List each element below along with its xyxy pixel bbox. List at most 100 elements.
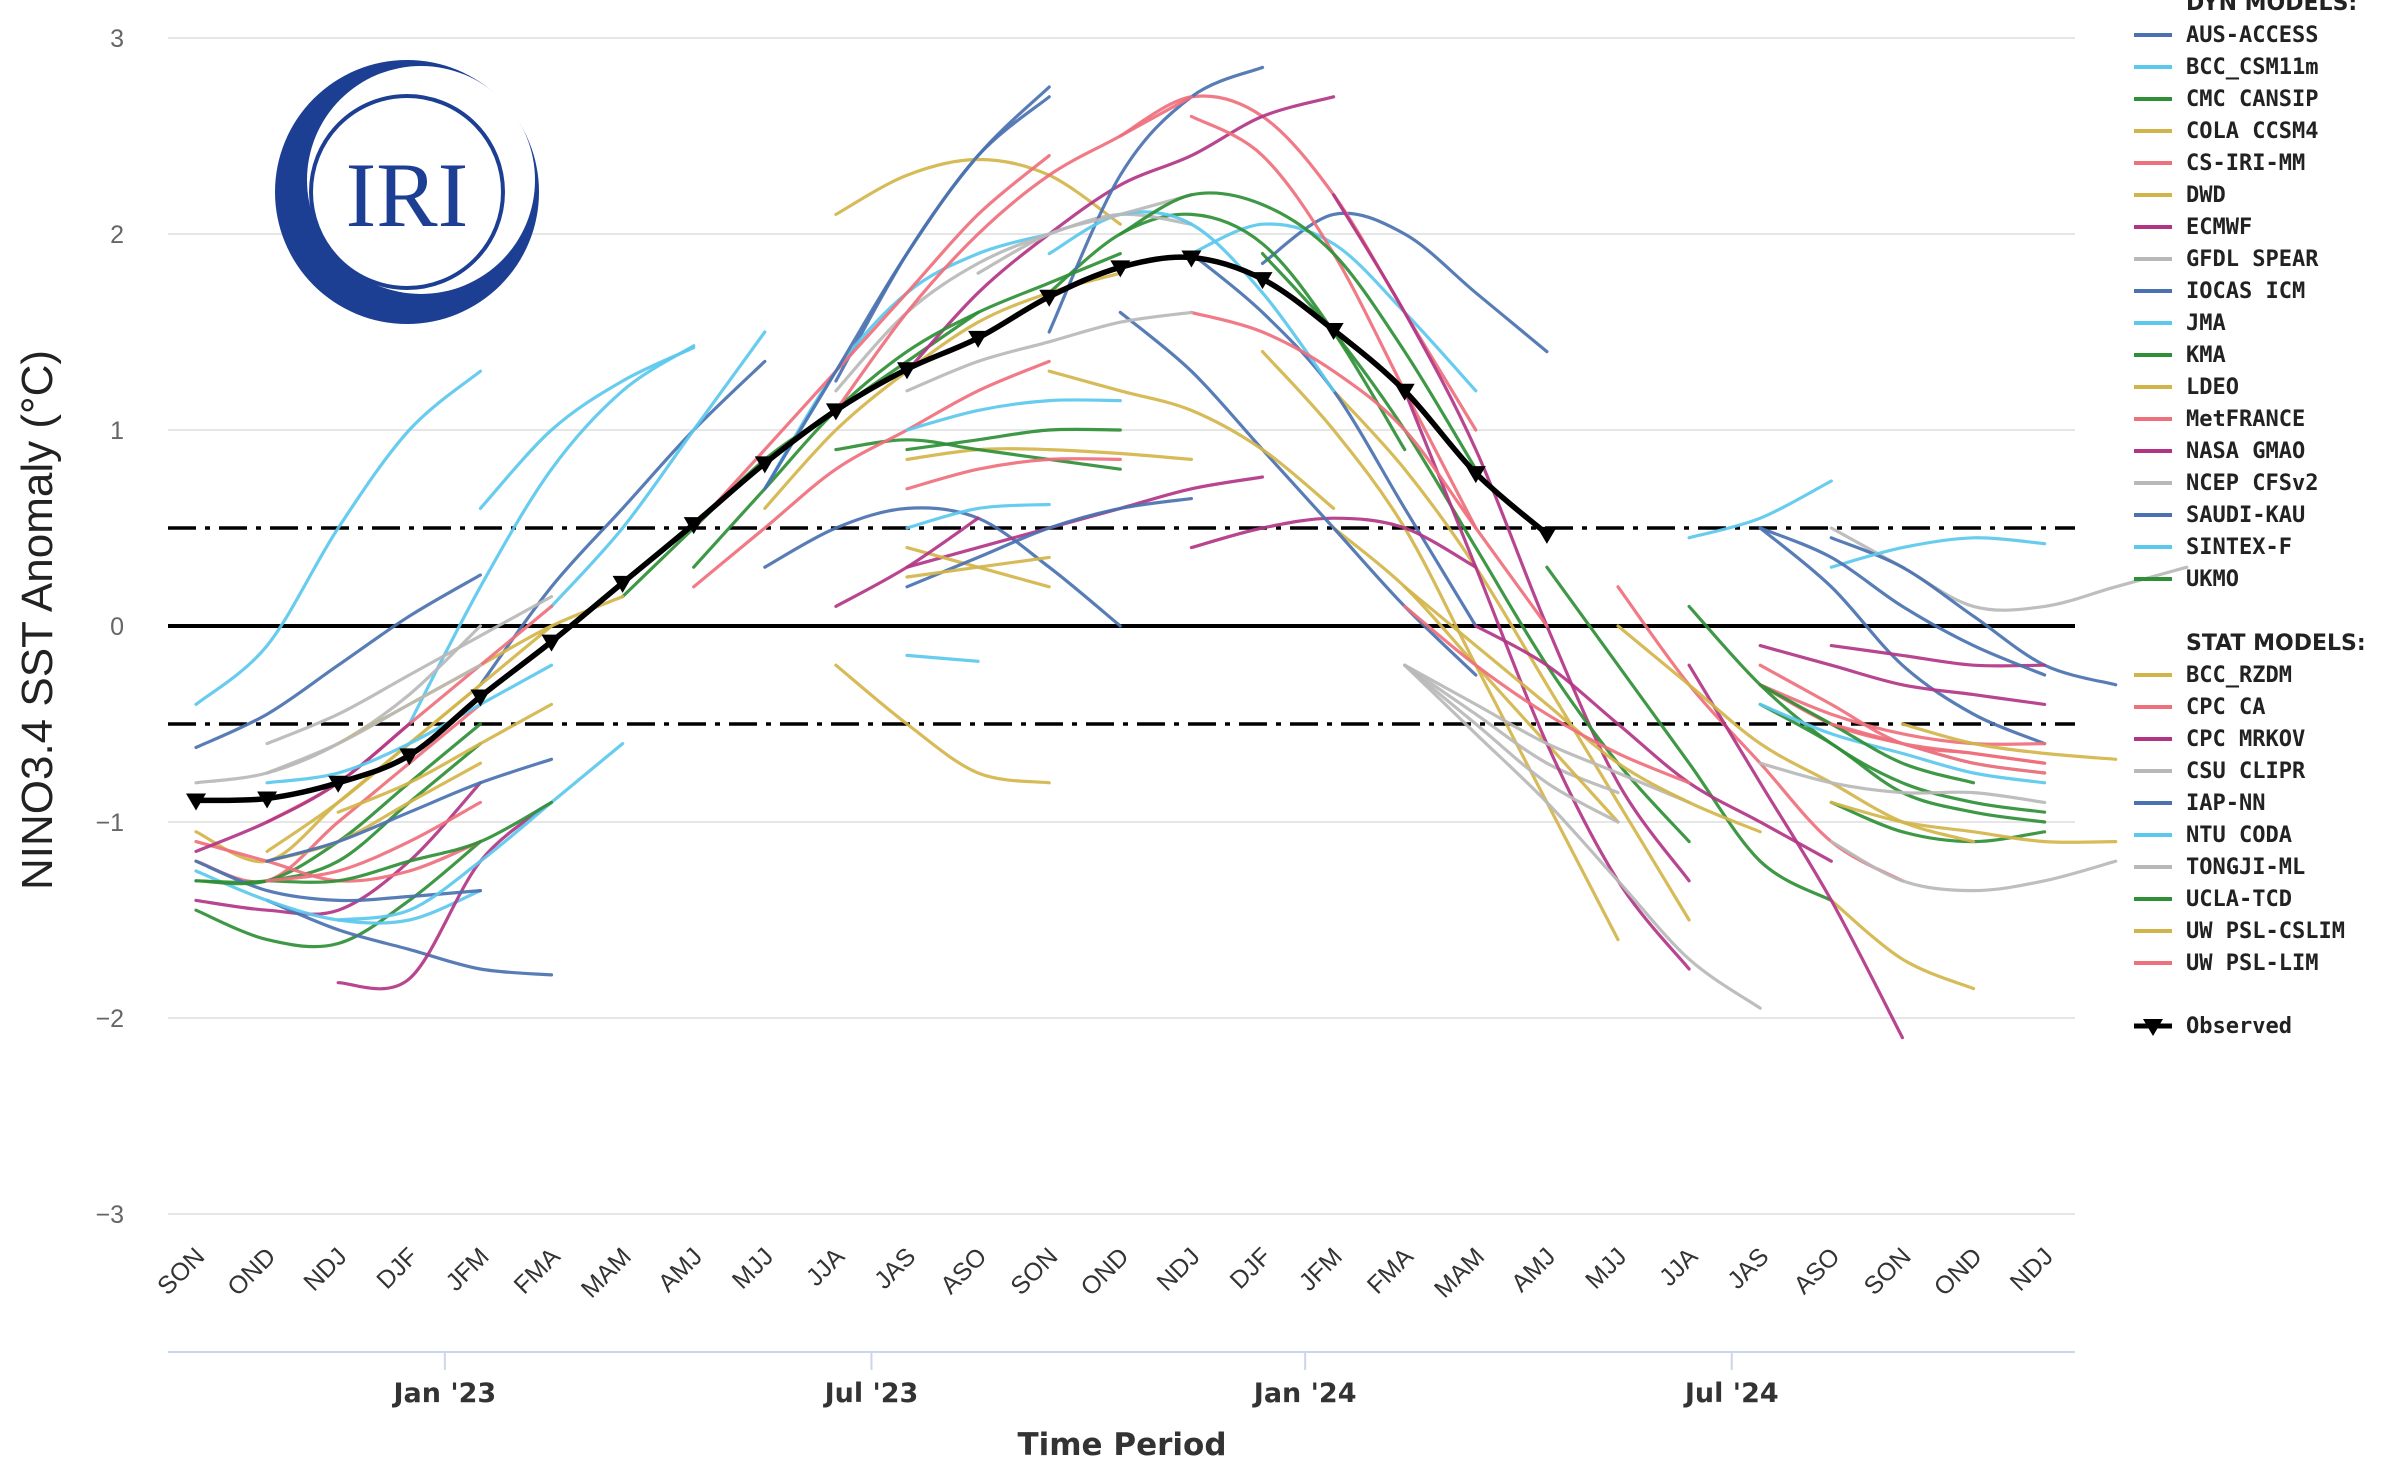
date-tick-label: Jul '24 [1683, 1378, 1779, 1409]
forecast-line [265, 757, 554, 863]
forecast-line [549, 330, 767, 608]
legend-item[interactable]: CPC MRKOV [2186, 727, 2305, 752]
forecast-line [1829, 898, 1976, 991]
legend-item[interactable]: TONGJI-ML [2186, 855, 2305, 880]
forecast-line [1829, 800, 2118, 844]
legend: DYN MODELS: AUS-ACCESS BCC_CSM11m CMC CANSI… [2134, 0, 2366, 1039]
forecast-line [1403, 663, 1620, 795]
observed-point [1323, 323, 1344, 341]
forecast-line [1403, 389, 1691, 971]
observed-point [399, 748, 420, 766]
forecast-line [905, 502, 1051, 530]
legend-item[interactable]: NASA GMAO [2186, 439, 2305, 464]
forecast-line [1829, 536, 2118, 687]
y-tick-label: −3 [95, 1201, 124, 1229]
legend-item[interactable]: Observed [2186, 1014, 2292, 1039]
forecast-line [1829, 840, 2118, 893]
legend-item[interactable]: NTU CODA [2186, 823, 2292, 848]
forecast-line [1047, 65, 1265, 334]
legend-item[interactable]: IOCAS ICM [2186, 279, 2305, 304]
y-tick-label: −2 [95, 1005, 124, 1033]
forecast-line [1403, 663, 1762, 1010]
legend-item[interactable]: UW PSL-LIM [2186, 951, 2318, 976]
legend-item[interactable]: GFDL SPEAR [2186, 247, 2319, 272]
y-tick-label: 1 [110, 417, 124, 445]
forecast-line [905, 653, 980, 663]
forecast-line [336, 742, 625, 922]
legend-item[interactable]: UCLA-TCD [2186, 887, 2292, 912]
forecast-line [194, 369, 482, 706]
forecast-line [1189, 310, 1549, 628]
legend-item[interactable]: CMC CANSIP [2186, 87, 2318, 112]
observed-point [897, 362, 917, 380]
observed-point [683, 517, 704, 535]
legend-item[interactable]: IAP-NN [2186, 791, 2265, 816]
legend-item[interactable]: MetFRANCE [2186, 407, 2305, 432]
logo-text: IRI [346, 144, 469, 246]
forecast-line [763, 95, 1051, 491]
forecast-line [1900, 722, 2118, 761]
y-tick-label: 2 [110, 221, 124, 249]
forecast-line [692, 359, 1051, 589]
forecast-line [1758, 683, 2047, 746]
legend-item[interactable]: UW PSL-CSLIM [2186, 919, 2345, 944]
legend-item[interactable]: JMA [2186, 311, 2226, 336]
legend-item[interactable]: ECMWF [2186, 215, 2252, 240]
legend-item[interactable]: SAUDI-KAU [2186, 503, 2305, 528]
forecast-line [1616, 624, 1976, 844]
forecast-line [1687, 604, 2047, 814]
legend-item[interactable]: CSU CLIPR [2186, 759, 2306, 784]
forecast-line [834, 95, 1193, 412]
y-axis-ticks: 3 2 1 0 −1 −2 −3 [95, 25, 124, 1229]
forecast-line [336, 702, 554, 814]
legend-item[interactable]: UKMO [2186, 567, 2239, 592]
forecast-line [1758, 526, 2047, 746]
y-tick-label: 3 [110, 25, 124, 53]
observed-point [1252, 272, 1273, 290]
forecast-line [1829, 644, 2047, 668]
legend-marker [2143, 1019, 2163, 1036]
forecast-line [194, 722, 411, 853]
observed-point [612, 575, 633, 593]
legend-item[interactable]: DWD [2186, 183, 2226, 208]
forecast-line [1332, 389, 1691, 922]
legend-item[interactable]: NCEP CFSv2 [2186, 471, 2318, 496]
legend-item[interactable]: LDEO [2186, 375, 2239, 400]
observed-point [754, 456, 775, 474]
legend-heading: DYN MODELS: [2186, 0, 2357, 16]
legend-item[interactable]: CS-IRI-MM [2186, 151, 2305, 176]
forecast-line [1047, 210, 1336, 393]
observed-point [1394, 383, 1415, 401]
forecast-line [1403, 604, 1691, 785]
forecast-line [905, 497, 1193, 589]
forecast-line [478, 359, 767, 687]
forecast-line [1687, 663, 1904, 1040]
legend-item[interactable]: SINTEX-F [2186, 535, 2292, 560]
legend-item[interactable]: CPC CA [2186, 695, 2265, 720]
forecast-line [1758, 702, 2047, 785]
observed-point [186, 793, 206, 811]
date-axis: Jan '23 Jul '23 Jan '24 Jul '24 [168, 1351, 2075, 1409]
forecast-line [478, 346, 696, 510]
logo-inner-ring [309, 94, 505, 290]
legend-item[interactable]: AUS-ACCESS [2186, 23, 2318, 48]
forecast-line [1047, 212, 1407, 452]
legend-item[interactable]: KMA [2186, 343, 2226, 368]
forecast-line [905, 310, 1193, 393]
forecast-line [336, 800, 554, 991]
forecast-line [1118, 191, 1478, 471]
y-tick-label: 0 [110, 613, 124, 641]
legend-item[interactable]: COLA CCSM4 [2186, 119, 2318, 144]
forecast-line [265, 800, 554, 884]
forecast-line [905, 95, 1336, 373]
forecast-line [265, 800, 482, 883]
forecast-line [1189, 252, 1478, 628]
legend-item[interactable]: BCC_CSM11m [2186, 55, 2318, 80]
forecast-line [905, 447, 1193, 461]
y-tick-label: −1 [95, 809, 124, 837]
forecast-line [1260, 350, 1620, 942]
forecast-line [1545, 565, 1833, 902]
forecast-line [1260, 211, 1549, 354]
legend-item[interactable]: BCC_RZDM [2186, 663, 2292, 688]
